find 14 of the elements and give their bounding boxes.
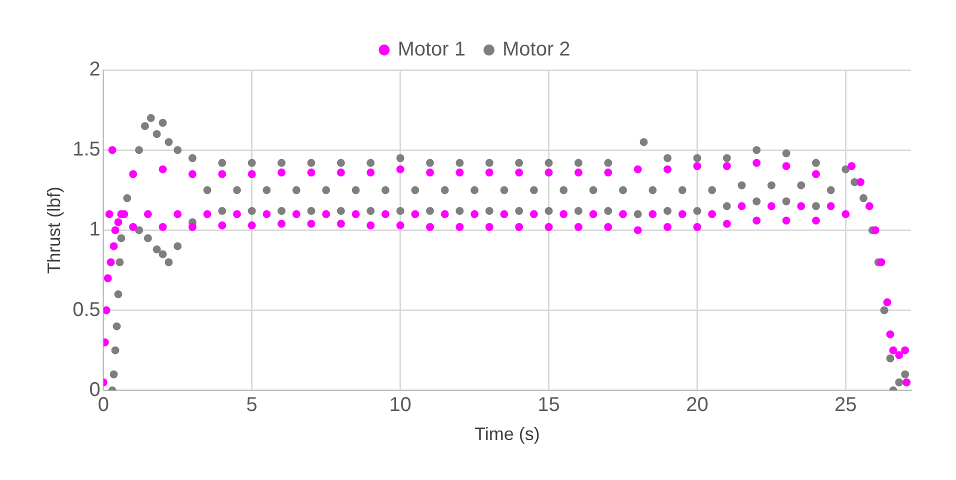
legend-label: Motor 1	[398, 38, 466, 61]
x-tick-label: 10	[389, 394, 412, 416]
x-tick-label: 20	[686, 394, 708, 416]
legend-label: Motor 2	[502, 38, 570, 61]
y-tick-label: 2	[89, 58, 100, 81]
y-tick-label: 1.5	[72, 138, 100, 161]
y-tick-label: 0	[89, 378, 100, 401]
x-tick-label: 15	[538, 394, 560, 416]
x-tick-label: 5	[246, 394, 258, 416]
y-axis-title: Thrust (lbf)	[44, 186, 64, 274]
y-tick-label: 1	[89, 218, 100, 241]
x-tick-label: 25	[834, 394, 857, 416]
y-tick-label: 0.5	[72, 298, 100, 321]
x-axis-title: Time (s)	[474, 424, 540, 444]
